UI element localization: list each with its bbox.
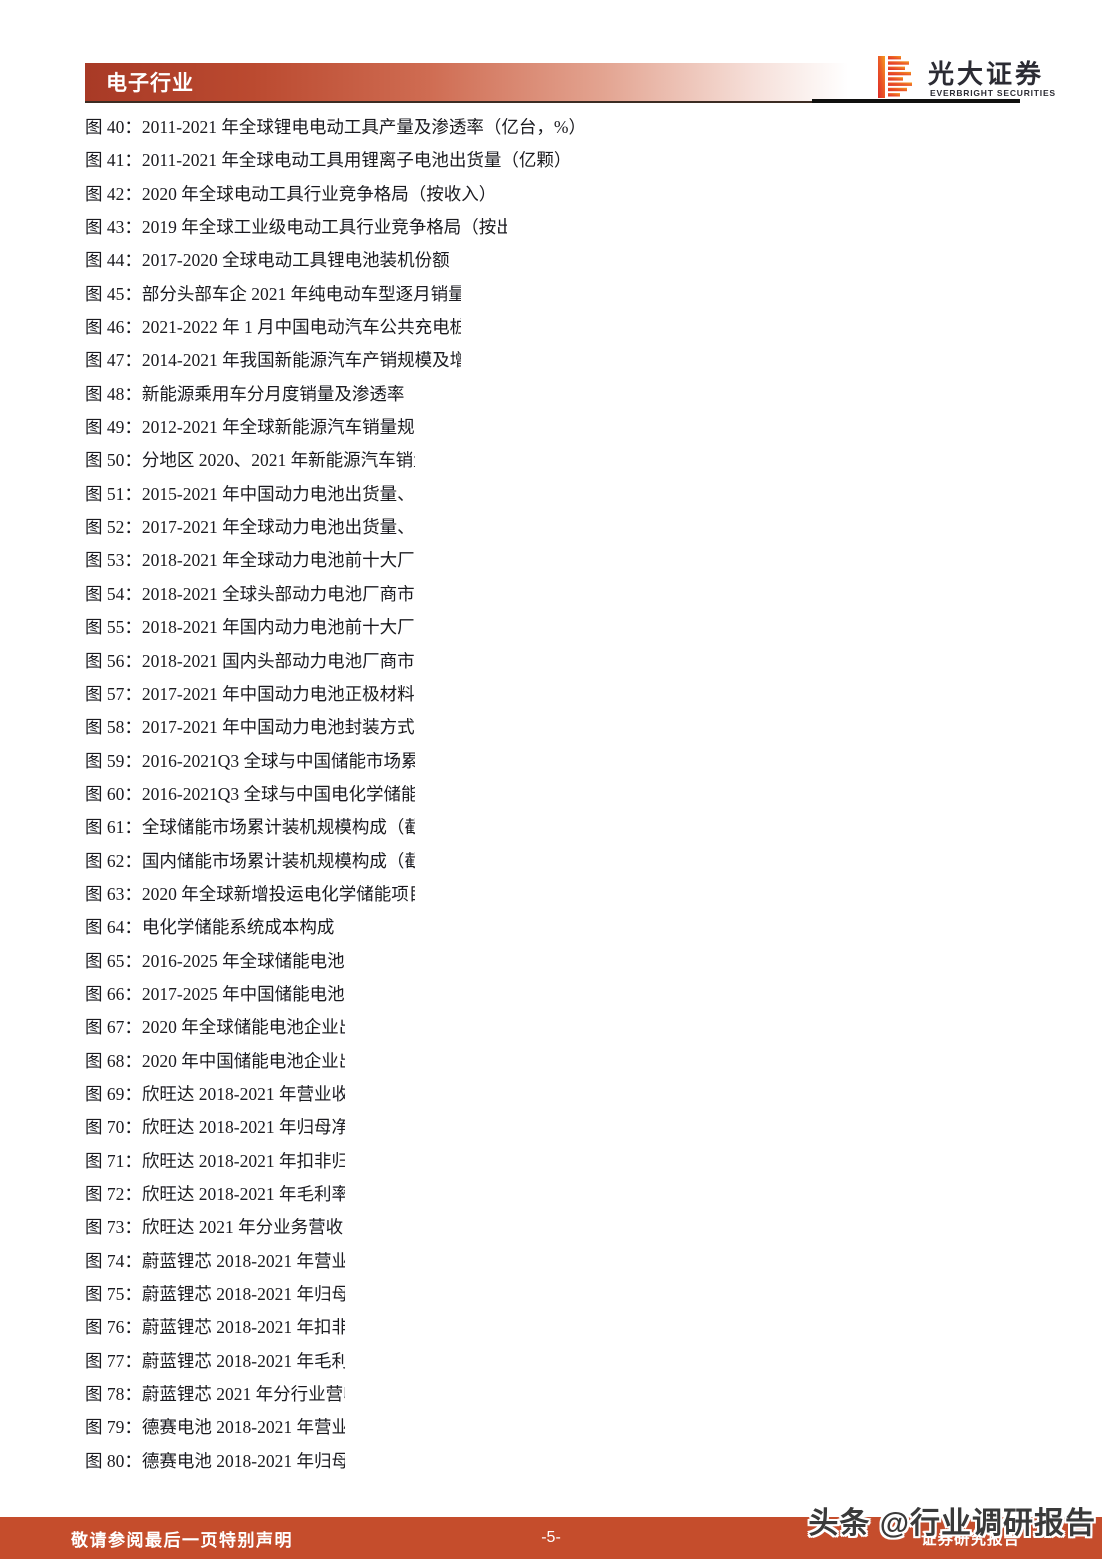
table-row: 图 51：2015-2021 年中国动力电池出货量、装机量及增速 35 [85,481,1102,1559]
table-row: 图 57：2017-2021 年中国动力电池正极材料结构 36 [85,681,1102,1559]
toc-entry-label: 图 47：2014-2021 年我国新能源汽车产销规模及增速 [85,350,485,371]
table-row: 图 52：2017-2021 年全球动力电池出货量、装机量及增速 35 [85,514,1102,1559]
brand-logo: 光大证券 EVERBRIGHT SECURITIES [878,54,1090,100]
table-row: 图 80：德赛电池 2018-2021 年归母净利润及同比情况 54 [85,1448,1102,1559]
toc-entry-label: 图 40：2011-2021 年全球锂电电动工具产量及渗透率（亿台，%） [85,117,587,137]
table-row: 图 44：2017-2020 全球电动工具锂电池装机份额 29 [85,247,1102,1559]
table-row: 图 73：欣旺达 2021 年分业务营收占比情况 45 [85,1214,1102,1559]
header-rule-thin [85,101,814,103]
table-row: 图 71：欣旺达 2018-2021 年扣非归母净利润及同比情况 45 [85,1148,1102,1559]
toc-list: 图 40：2011-2021 年全球锂电电动工具产量及渗透率（亿台，%） 28 … [85,114,1102,1559]
table-row: 图 75：蔚蓝锂芯 2018-2021 年归母净利润及同比情况 50 [85,1281,1102,1559]
table-row: 图 69：欣旺达 2018-2021 年营业收入及同比情况 44 [85,1081,1102,1559]
toc-entry-label: 图 64：电化学储能系统成本构成 [85,917,335,938]
toc-entry-label: 图 48：新能源乘用车分月度销量及渗透率 [85,383,405,404]
table-row: 图 68：2020 年中国储能电池企业出货量市场份额 42 [85,1048,1102,1559]
table-row: 图 40：2011-2021 年全球锂电电动工具产量及渗透率（亿台，%） 28 [85,114,1102,1559]
header-rule-thick [812,99,1020,103]
table-row: 图 67：2020 年全球储能电池企业出货量市场份额 42 [85,1014,1102,1559]
footer-report-type: 证券研究报告 [920,1531,1020,1548]
toc-entry-label: 图 42：2020 年全球电动工具行业竞争格局（按收入） [85,183,497,204]
table-row: 图 66：2017-2025 年中国储能电池出货量统计与预测 42 [85,981,1102,1559]
table-row: 图 59：2016-2021Q3 全球与中国储能市场累计装机规模 38 [85,748,1102,1559]
toc-entry-label: 图 60：2016-2021Q3 全球与中国电化学储能累计装机规模 [85,783,524,804]
toc-entry-label: 图 53：2018-2021 年全球动力电池前十大厂商装机量占比 [85,550,520,571]
table-row: 图 74：蔚蓝锂芯 2018-2021 年营业收入及同比情况 50 [85,1248,1102,1559]
table-row: 图 47：2014-2021 年我国新能源汽车产销规模及增速 33 [85,347,1102,1559]
table-row: 图 56：2018-2021 国内头部动力电池厂商市占率变化 36 [85,648,1102,1559]
table-row: 图 70：欣旺达 2018-2021 年归母净利润及同比情况 44 [85,1114,1102,1559]
table-row: 图 53：2018-2021 年全球动力电池前十大厂商装机量占比 35 [85,547,1102,1559]
table-row: 图 76：蔚蓝锂芯 2018-2021 年扣非归母净利润及同比情况 50 [85,1314,1102,1559]
table-row: 图 60：2016-2021Q3 全球与中国电化学储能累计装机规模 38 [85,781,1102,1559]
toc-entry-label: 图 49：2012-2021 年全球新能源汽车销量规模及增速 [85,417,485,438]
table-row: 图 48：新能源乘用车分月度销量及渗透率 34 [85,381,1102,1559]
toc-entry-label: 图 45：部分头部车企 2021 年纯电动车型逐月销量（辆） [85,283,519,304]
footer-disclaimer: 敬请参阅最后一页特别声明 [71,1530,293,1550]
brand-subtitle: EVERBRIGHT SECURITIES [930,88,1056,98]
table-row: 图 78：蔚蓝锂芯 2021 年分行业营收占比情况 51 [85,1381,1102,1559]
toc-entry-label: 图 78：蔚蓝锂芯 2021 年分行业营收占比情况 [85,1384,431,1405]
table-row: 图 72：欣旺达 2018-2021 年毛利率及净利率情况 45 [85,1181,1102,1559]
toc-entry-label: 图 51：2015-2021 年中国动力电池出货量、装机量及增速 [85,483,520,504]
industry-label: 电子行业 [106,72,194,95]
table-row: 图 41：2011-2021 年全球电动工具用锂离子电池出货量（亿颗） 28 [85,147,1102,1559]
everbright-logo-icon [878,56,912,98]
header-banner: 电子行业 [85,63,848,101]
toc-entry-label: 图 41：2011-2021 年全球电动工具用锂离子电池出货量（亿颗） [85,150,572,171]
toc-entry-label: 图 55：2018-2021 年国内动力电池前十大厂商市场份额 [85,617,503,638]
table-row: 图 42：2020 年全球电动工具行业竞争格局（按收入） 29 [85,181,1102,1559]
toc-entry-label: 图 58：2017-2021 年中国动力电池封装方式结构 [85,717,450,738]
toc-entry-label: 图 56：2018-2021 国内头部动力电池厂商市占率变化 [85,650,485,671]
page-number: -5- [541,1529,561,1546]
brand-name: 光大证券 [928,59,1045,89]
toc-entry-label: 图 43：2019 年全球工业级电动工具行业竞争格局（按出货量） [85,217,567,238]
footer-bar: 敬请参阅最后一页特别声明 -5- 证券研究报告 [0,1517,1102,1559]
toc-entry-label: 图 44：2017-2020 全球电动工具锂电池装机份额 [85,250,450,271]
toc-entry-label: 图 54：2018-2021 全球头部动力电池厂商市占率变化 [85,583,485,604]
toc-entry-label: 图 73：欣旺达 2021 年分业务营收占比情况 [85,1217,414,1238]
table-row: 图 55：2018-2021 年国内动力电池前十大厂商市场份额 36 [85,614,1102,1559]
table-row: 图 79：德赛电池 2018-2021 年营业收入及同比情况 54 [85,1414,1102,1559]
toc-entry-label: 图 46：2021-2022 年 1 月中国电动汽车公共充电桩累计数量统计 [85,317,573,338]
table-row: 图 54：2018-2021 全球头部动力电池厂商市占率变化 35 [85,581,1102,1559]
toc-entry-label: 图 52：2017-2021 年全球动力电池出货量、装机量及增速 [85,517,520,538]
toc-entry-label: 图 59：2016-2021Q3 全球与中国储能市场累计装机规模 [85,750,506,771]
table-row: 图 49：2012-2021 年全球新能源汽车销量规模及增速 34 [85,414,1102,1559]
table-row: 图 65：2016-2025 年全球储能电池出货量统计与预测 42 [85,948,1102,1559]
table-row: 图 45：部分头部车企 2021 年纯电动车型逐月销量（辆） 32 [85,281,1102,1559]
table-row: 图 77：蔚蓝锂芯 2018-2021 年毛利率及净利率情况 50 [85,1348,1102,1559]
table-row: 图 58：2017-2021 年中国动力电池封装方式结构 36 [85,714,1102,1559]
table-row: 图 64：电化学储能系统成本构成 41 [85,914,1102,1559]
toc-entry-label: 图 57：2017-2021 年中国动力电池正极材料结构 [85,683,450,704]
watermark: 头条 @行业调研报告 [808,1507,1096,1540]
